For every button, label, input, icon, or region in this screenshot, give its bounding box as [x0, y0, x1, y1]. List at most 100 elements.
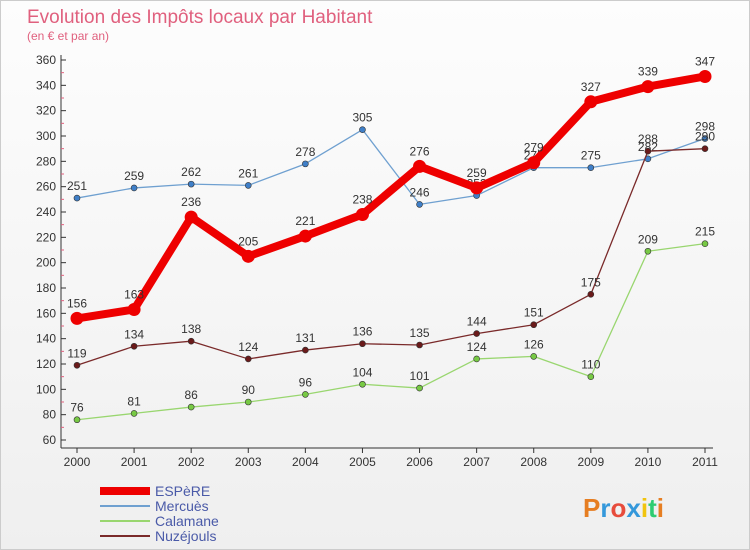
data-label: 246	[410, 185, 430, 199]
axes: 60 80 100 120 140 160 180 200 220 240 260 280 300 320…	[36, 53, 718, 469]
data-point	[130, 410, 138, 417]
data-label: 144	[467, 315, 487, 329]
chart-title: Evolution des Impôts locaux par Habitant	[27, 7, 373, 28]
logo-letter: P	[583, 493, 600, 523]
data-point	[416, 341, 423, 349]
data-label: 156	[67, 296, 87, 310]
data-label: 290	[695, 130, 715, 144]
data-label: 138	[181, 322, 201, 336]
y-tick-label: 320	[36, 104, 56, 118]
data-point	[359, 380, 366, 388]
data-label: 163	[124, 288, 144, 302]
data-point	[359, 126, 366, 133]
data-point	[302, 160, 309, 168]
x-tick-label: 2005	[349, 455, 376, 469]
x-tick-label: 2011	[692, 455, 718, 469]
data-point	[302, 391, 309, 398]
data-point	[127, 303, 141, 317]
data-label: 124	[467, 340, 487, 354]
y-tick-label: 280	[36, 154, 56, 168]
y-tick-label: 340	[36, 78, 56, 92]
data-point	[530, 353, 538, 360]
data-label: 215	[695, 225, 715, 239]
series-ESPèRE: 156 163 236 205 221 238 276 259 279 327 339 347	[67, 54, 715, 325]
data-point	[644, 247, 652, 255]
data-label: 90	[242, 383, 256, 397]
data-label: 151	[524, 306, 544, 320]
data-label: 275	[581, 149, 601, 163]
logo-letter: i	[657, 493, 664, 523]
data-label: 259	[124, 169, 144, 183]
y-tick-label: 120	[36, 357, 56, 371]
data-label: 298	[695, 120, 715, 134]
y-tick-label: 200	[36, 256, 56, 270]
data-label: 135	[410, 326, 430, 340]
data-point	[587, 164, 595, 171]
data-point	[244, 182, 252, 189]
data-point	[73, 361, 81, 369]
logo-letter: r	[600, 493, 610, 523]
proxiti-logo: Proxiti	[583, 493, 664, 523]
data-label: 124	[238, 340, 258, 354]
data-point	[473, 330, 480, 337]
data-point	[413, 159, 427, 173]
data-label: 238	[352, 193, 372, 207]
y-tick-label: 80	[43, 408, 57, 422]
data-point	[644, 147, 652, 155]
data-point	[587, 373, 595, 380]
data-label: 221	[295, 214, 315, 228]
data-point	[73, 416, 81, 424]
data-label: 119	[67, 346, 86, 360]
data-point	[187, 403, 195, 411]
data-label: 327	[581, 80, 601, 94]
data-label: 305	[352, 111, 372, 125]
data-label: 205	[238, 234, 258, 248]
data-label: 251	[67, 179, 87, 193]
data-label: 261	[238, 166, 258, 180]
legend-label: Nuzéjouls	[155, 528, 216, 544]
data-point	[701, 145, 709, 152]
data-point	[187, 180, 195, 188]
data-label: 136	[352, 325, 372, 339]
data-label: 101	[410, 369, 430, 383]
data-label: 209	[638, 232, 658, 246]
y-tick-label: 300	[36, 129, 56, 143]
data-label: 347	[695, 54, 715, 68]
data-point	[184, 210, 198, 224]
data-point	[359, 340, 366, 348]
chart-subtitle: (en € et par an)	[27, 29, 109, 43]
data-label: 134	[124, 327, 144, 341]
x-tick-label: 2000	[64, 455, 91, 469]
y-tick-label: 180	[36, 281, 56, 295]
logo-letter: t	[648, 493, 657, 523]
data-label: 236	[181, 195, 201, 209]
data-point	[241, 249, 255, 263]
data-point	[73, 194, 81, 202]
data-point	[130, 184, 138, 192]
y-tick-label: 60	[43, 433, 57, 447]
logo-letter: o	[610, 493, 626, 523]
data-point	[527, 156, 541, 170]
series-line	[76, 148, 706, 366]
data-point	[244, 398, 252, 406]
x-tick-label: 2010	[635, 455, 662, 469]
data-label: 110	[581, 358, 600, 372]
y-tick-label: 220	[36, 230, 56, 244]
series-Calamane: 76 81 86 90 96 104 101 124 126 110 209 215	[70, 225, 715, 424]
data-label: 86	[185, 388, 199, 402]
data-label: 288	[638, 132, 658, 146]
data-point	[187, 337, 195, 345]
x-tick-label: 2001	[121, 455, 148, 469]
x-tick-label: 2004	[292, 455, 319, 469]
series-Nuzéjouls: 119 134 138 124 131 136 135 144 151 175 288 290	[67, 130, 715, 369]
y-tick-label: 240	[36, 205, 56, 219]
series-line	[76, 129, 706, 206]
data-label: 175	[581, 275, 601, 289]
data-label: 276	[410, 144, 430, 158]
x-tick-label: 2008	[520, 455, 547, 469]
legend-label: ESPèRE	[155, 483, 210, 499]
data-point	[698, 69, 712, 83]
y-tick-label: 260	[36, 180, 56, 194]
series-layer: 2512592622612783052462532752752822981191…	[67, 54, 715, 424]
